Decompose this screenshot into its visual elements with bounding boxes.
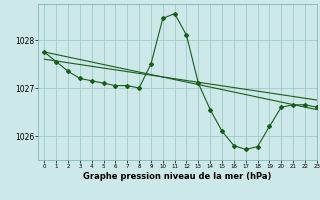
X-axis label: Graphe pression niveau de la mer (hPa): Graphe pression niveau de la mer (hPa) (84, 172, 272, 181)
